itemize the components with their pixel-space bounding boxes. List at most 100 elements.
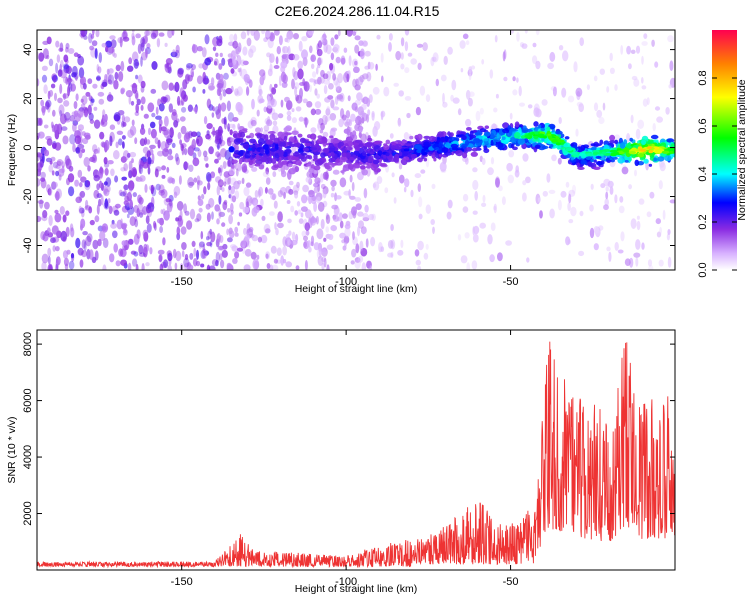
heatmap-cell <box>397 118 402 127</box>
heatmap-cell <box>43 84 48 94</box>
heatmap-cell <box>101 81 108 88</box>
heatmap-cell <box>237 164 242 172</box>
heatmap-cell <box>71 72 77 78</box>
heatmap-cell <box>218 208 222 220</box>
heatmap-cell <box>614 84 618 91</box>
heatmap-cell <box>179 87 185 98</box>
heatmap-cell <box>116 219 123 230</box>
heatmap-cell <box>145 30 149 36</box>
heatmap-cell <box>404 96 412 101</box>
heatmap-cell <box>474 190 479 201</box>
heatmap-cell <box>132 258 138 267</box>
heatmap-cell <box>265 30 271 38</box>
heatmap-cell <box>572 184 576 194</box>
heatmap-cell <box>168 82 174 91</box>
heatmap-cell <box>306 101 313 108</box>
heatmap-cell <box>459 40 466 49</box>
heatmap-cell <box>326 244 334 250</box>
heatmap-cell <box>617 249 624 254</box>
heatmap-cell <box>535 30 540 36</box>
heatmap-cell <box>177 132 182 140</box>
heatmap-cell <box>287 218 292 224</box>
heatmap-cell <box>311 63 315 69</box>
heatmap-cell <box>481 59 485 65</box>
heatmap-cell <box>116 130 124 135</box>
x-tick-label: -50 <box>503 576 519 588</box>
heatmap-cell <box>37 152 43 158</box>
heatmap-cell <box>146 223 152 233</box>
heatmap-cell <box>179 209 183 220</box>
heatmap-cell <box>218 211 226 218</box>
heatmap-cell <box>611 156 618 160</box>
heatmap-cell <box>446 142 451 149</box>
heatmap-cell <box>259 69 266 77</box>
heatmap-cell <box>59 168 66 174</box>
heatmap-cell <box>628 151 637 155</box>
heatmap-cell <box>151 112 156 118</box>
heatmap-cell <box>665 107 670 115</box>
heatmap-cell <box>126 152 131 158</box>
heatmap-cell <box>521 43 528 49</box>
heatmap-cell <box>161 165 167 171</box>
bottom-y-axis-label: SNR (10 * v/v) <box>6 416 18 483</box>
heatmap-cell <box>69 134 76 145</box>
heatmap-cell <box>228 214 234 225</box>
heatmap-cell <box>188 181 195 186</box>
heatmap-cell <box>54 92 57 102</box>
heatmap-cell <box>364 142 373 148</box>
heatmap-cell <box>417 240 424 251</box>
heatmap-cell <box>62 135 69 145</box>
heatmap-cell <box>221 187 225 192</box>
heatmap-cell <box>226 159 232 168</box>
heatmap-cell <box>238 212 243 217</box>
heatmap-cell <box>108 68 114 74</box>
heatmap-cell <box>209 240 213 248</box>
heatmap-cell <box>258 98 265 103</box>
heatmap-cell <box>343 190 351 196</box>
heatmap-cell <box>163 128 171 139</box>
heatmap-cell <box>369 151 375 155</box>
heatmap-cell <box>159 226 164 233</box>
heatmap-cell <box>519 102 525 107</box>
heatmap-cell <box>316 138 323 144</box>
heatmap-marks <box>37 30 675 270</box>
heatmap-cell <box>579 210 584 217</box>
heatmap-cell <box>522 153 529 162</box>
heatmap-cell <box>92 83 98 89</box>
heatmap-cell <box>192 43 196 53</box>
heatmap-cell <box>64 111 71 121</box>
heatmap-cell <box>220 148 227 158</box>
top-y-axis-label: Frequency (Hz) <box>6 114 18 186</box>
heatmap-cell <box>235 101 243 113</box>
heatmap-cell <box>325 214 331 224</box>
heatmap-cell <box>401 139 408 144</box>
heatmap-cell <box>325 212 329 220</box>
heatmap-cell <box>305 230 310 236</box>
heatmap-cell <box>47 188 52 196</box>
heatmap-cell <box>263 106 268 113</box>
heatmap-cell <box>462 152 468 159</box>
heatmap-cell <box>243 264 251 270</box>
heatmap-cell <box>297 148 304 154</box>
heatmap-cell <box>300 212 304 218</box>
heatmap-cell <box>285 32 291 44</box>
heatmap-cell <box>589 204 594 212</box>
heatmap-cell <box>119 36 123 48</box>
heatmap-cell <box>115 203 121 209</box>
heatmap-cell <box>210 231 216 243</box>
heatmap-cell <box>138 244 144 255</box>
heatmap-cell <box>432 226 435 234</box>
heatmap-cell <box>239 67 243 77</box>
heatmap-cell <box>154 168 159 178</box>
heatmap-cell <box>345 110 351 119</box>
heatmap-cell <box>41 253 49 264</box>
heatmap-cell <box>593 159 597 163</box>
heatmap-cell <box>329 62 334 71</box>
heatmap-cell <box>58 104 65 115</box>
heatmap-cell <box>285 261 293 268</box>
heatmap-cell <box>306 163 312 167</box>
heatmap-cell <box>400 52 404 60</box>
heatmap-cell <box>219 137 222 145</box>
heatmap-cell <box>541 137 545 142</box>
heatmap-cell <box>234 251 240 259</box>
